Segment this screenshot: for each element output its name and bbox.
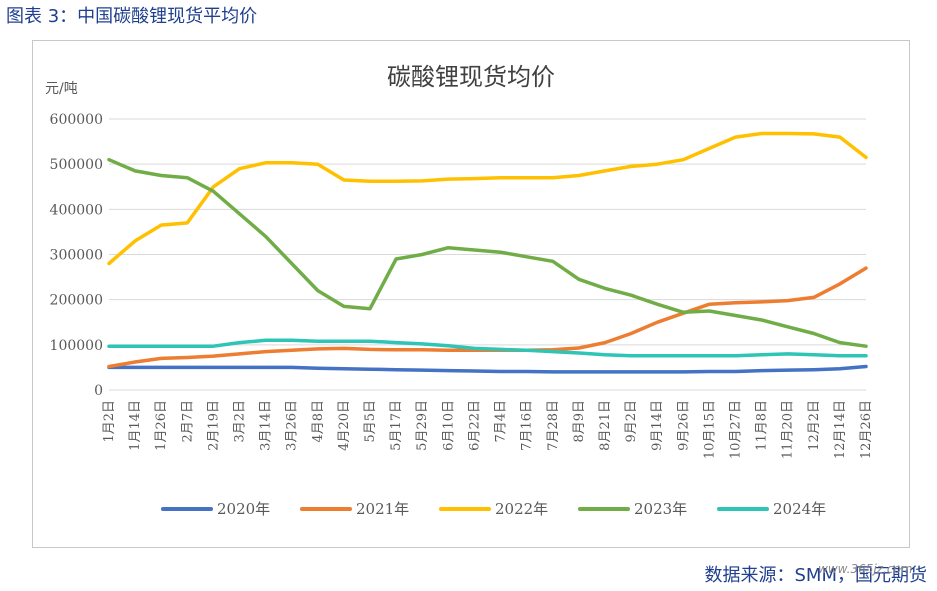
chart-title: 碳酸锂现货均价 <box>387 63 555 91</box>
line-chart: 碳酸锂现货均价 元/吨 0 100000 200000 300000 400000 500… <box>45 63 874 518</box>
y-tick-label: 100000 <box>50 338 103 354</box>
y-tick-label: 500000 <box>50 157 103 173</box>
series-line-1 <box>107 364 868 374</box>
x-tick-label: 12月26日 <box>859 400 874 459</box>
figure-caption: 图表 3：中国碳酸锂现货平均价 <box>6 6 258 27</box>
x-tick-label: 9月26日 <box>676 400 691 451</box>
x-tick-label: 1月26日 <box>154 400 169 451</box>
x-tick-label: 8月21日 <box>598 400 613 451</box>
legend-label: 2020年 <box>217 500 270 518</box>
x-tick-label: 3月14日 <box>259 400 274 451</box>
x-tick-label: 2月7日 <box>180 400 195 443</box>
y-tick-label: 200000 <box>50 293 103 309</box>
x-tick-label: 5月5日 <box>363 400 378 443</box>
x-tick-label: 7月16日 <box>520 400 535 451</box>
watermark: www.365jz.com <box>818 562 913 576</box>
series-line-4 <box>107 157 868 348</box>
x-axis-ticks: 1月2日 1月14日 1月26日 2月7日 2月19日 3月2日 3月14日 3月26日 4月8… <box>102 400 874 459</box>
x-tick-label: 10月15日 <box>702 400 717 459</box>
series-lines <box>107 131 868 374</box>
x-tick-label: 2月19日 <box>206 400 221 451</box>
x-tick-label: 7月4日 <box>494 400 509 443</box>
x-tick-label: 6月22日 <box>467 400 482 451</box>
x-tick-label: 10月27日 <box>728 400 743 459</box>
y-tick-label: 0 <box>94 383 103 399</box>
x-tick-label: 4月8日 <box>311 400 326 443</box>
legend-label: 2024年 <box>773 500 826 518</box>
x-tick-label: 9月14日 <box>650 400 665 451</box>
x-tick-label: 5月17日 <box>389 400 404 451</box>
y-tick-label: 400000 <box>50 202 103 218</box>
series-line-3 <box>107 131 868 266</box>
chart-frame: 碳酸锂现货均价 元/吨 0 100000 200000 300000 400000 500… <box>32 40 910 548</box>
legend: 2020年 2021年 2022年 2023年 2024年 <box>161 500 826 518</box>
y-axis-ticks: 0 100000 200000 300000 400000 500000 600000 <box>50 112 103 399</box>
x-tick-label: 4月20日 <box>337 400 352 451</box>
x-tick-label: 1月14日 <box>128 400 143 451</box>
x-tick-label: 3月26日 <box>285 400 300 451</box>
x-tick-label: 3月2日 <box>233 400 248 443</box>
x-tick-label: 6月10日 <box>441 400 456 451</box>
y-tick-label: 300000 <box>50 248 103 264</box>
y-unit-label: 元/吨 <box>45 81 78 97</box>
source-note: 数据来源：SMM，国元期货 <box>704 565 928 586</box>
x-tick-label: 1月2日 <box>102 400 117 443</box>
x-tick-label: 7月28日 <box>546 400 561 451</box>
x-tick-label: 5月29日 <box>415 400 430 451</box>
x-tick-label: 9月2日 <box>624 400 639 443</box>
x-tick-label: 11月20日 <box>781 400 796 459</box>
series-line-5 <box>107 338 868 358</box>
x-tick-label: 12月2日 <box>807 400 822 451</box>
legend-label: 2022年 <box>495 500 548 518</box>
legend-label: 2023年 <box>634 500 687 518</box>
legend-label: 2021年 <box>356 500 409 518</box>
x-tick-label: 11月8日 <box>755 400 770 451</box>
x-tick-label: 12月14日 <box>833 400 848 459</box>
x-tick-label: 8月9日 <box>572 400 587 443</box>
y-tick-label: 600000 <box>50 112 103 128</box>
